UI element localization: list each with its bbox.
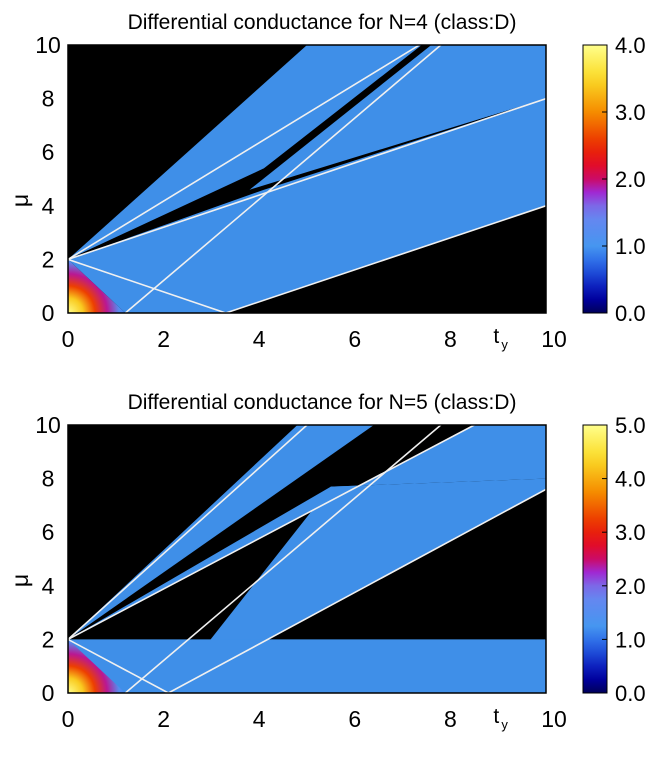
boundary-line-2 (68, 97, 546, 261)
region-bottom-band (68, 639, 546, 693)
chart-svg-n4: Differential conductance for N=4 (class:… (7, 11, 645, 352)
x-axis-label: t (493, 705, 499, 728)
chart-panel-n4: Differential conductance for N=4 (class:… (0, 0, 645, 372)
x-tick-label: 4 (253, 326, 266, 352)
x-tick-label: 0 (62, 706, 75, 732)
plot-frame (67, 44, 547, 314)
y-tick-label: 0 (42, 300, 55, 326)
colorbar-tick-label: 5.0 (615, 413, 645, 438)
chart-title: Differential conductance for N=4 (class:… (128, 11, 517, 34)
boundary-line-4 (124, 45, 442, 313)
boundary-line-2 (68, 425, 475, 641)
boundary-line-3 (68, 258, 226, 313)
plot-frame (67, 424, 547, 694)
x-axis-label: t (493, 325, 499, 348)
y-tick-label: 2 (42, 626, 55, 652)
y-tick-label: 4 (42, 573, 55, 599)
colorbar-tick-label: 2.0 (615, 167, 645, 192)
y-axis-label: μ (7, 574, 33, 587)
x-tick-label: 6 (348, 706, 361, 732)
y-tick-label: 10 (35, 412, 61, 438)
x-tick-label: 0 (62, 326, 75, 352)
colorbar-tick-label: 4.0 (615, 33, 645, 58)
chart-title: Differential conductance for N=5 (class:… (128, 391, 517, 414)
colorbar-tick-label: 2.0 (615, 574, 645, 599)
x-axis-label-subscript: y (501, 717, 508, 732)
x-tick-label: 2 (157, 706, 170, 732)
colorbar-tick-label: 3.0 (615, 520, 645, 545)
x-tick-label: 10 (541, 326, 567, 352)
colorbar-tick-label: 1.0 (615, 234, 645, 259)
x-tick-label: 10 (541, 706, 567, 732)
colorbar-tick-label: 1.0 (615, 627, 645, 652)
y-tick-label: 2 (42, 246, 55, 272)
boundary-line-1 (68, 45, 420, 261)
boundary-line-4 (168, 488, 546, 693)
region-upper-right-band (249, 45, 546, 190)
plot-area (68, 45, 546, 313)
y-tick-label: 10 (35, 32, 61, 58)
region-middle-wedge (68, 425, 546, 640)
y-tick-label: 4 (42, 193, 55, 219)
x-tick-label: 6 (348, 326, 361, 352)
x-tick-label: 4 (253, 706, 266, 732)
y-axis-label: μ (7, 194, 33, 207)
colorbar (582, 424, 608, 694)
boundary-line-5 (68, 638, 169, 693)
plot-area (68, 425, 546, 693)
x-tick-label: 2 (157, 326, 170, 352)
x-axis-label-subscript: y (501, 337, 508, 352)
chart-panel-n5: Differential conductance for N=5 (class:… (0, 380, 645, 752)
colorbar-tick-label: 0.0 (615, 681, 645, 706)
x-tick-label: 8 (444, 706, 457, 732)
x-tick-label: 8 (444, 326, 457, 352)
colorbar-tick-label: 0.0 (615, 301, 645, 326)
y-tick-label: 0 (42, 680, 55, 706)
y-tick-label: 8 (42, 86, 55, 112)
y-tick-label: 8 (42, 466, 55, 492)
boundary-line-5 (225, 205, 546, 313)
y-tick-label: 6 (42, 139, 55, 165)
colorbar-tick-label: 3.0 (615, 100, 645, 125)
colorbar-tick-label: 4.0 (615, 467, 645, 492)
chart-svg-n5: Differential conductance for N=5 (class:… (7, 391, 645, 732)
boundary-line-3 (124, 425, 442, 693)
boundary-line-1 (68, 425, 308, 640)
y-tick-label: 6 (42, 519, 55, 545)
